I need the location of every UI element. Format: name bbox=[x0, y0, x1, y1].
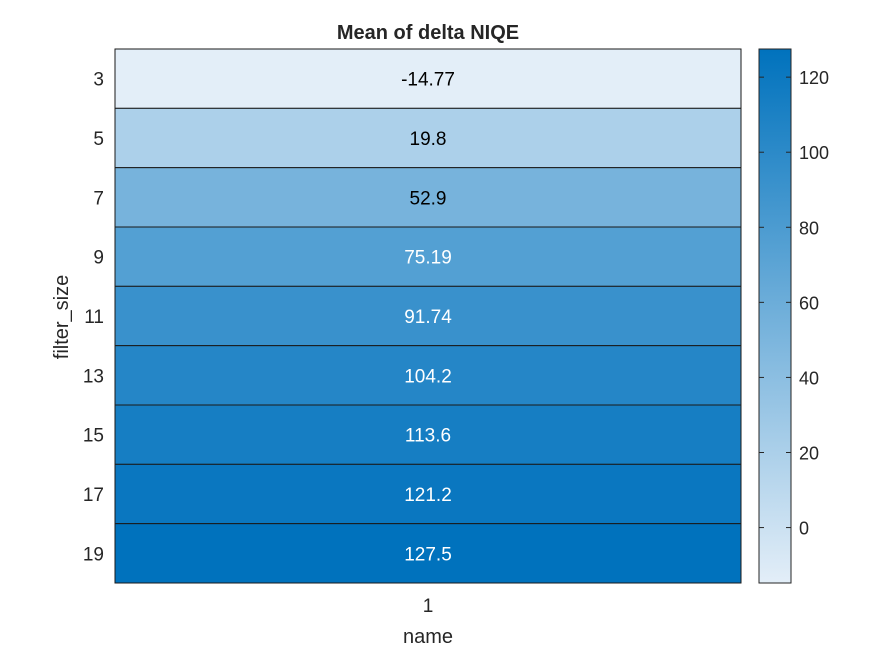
colorbar-tick-label: 60 bbox=[799, 293, 819, 313]
colorbar-tick-label: 40 bbox=[799, 368, 819, 388]
cell-value-label: -14.77 bbox=[401, 70, 455, 91]
heatmap-cells: -14.77 19.8 52.9 75.19 91.74 104.2 113.6 121.2 1… bbox=[114, 48, 742, 584]
cell-value-label: 91.74 bbox=[404, 307, 452, 328]
colorbar-gradient bbox=[758, 48, 792, 584]
y-tick-labels: 3 5 7 9 11 13 15 17 19 bbox=[83, 70, 104, 566]
heatmap-cell bbox=[114, 523, 742, 584]
x-axis-label: name bbox=[403, 626, 453, 648]
heatmap-cell bbox=[114, 48, 742, 109]
colorbar-tick-label: 0 bbox=[799, 519, 809, 539]
x-tick-label: 1 bbox=[423, 596, 434, 617]
heatmap-cell bbox=[114, 345, 742, 406]
x-tick-labels: 1 bbox=[423, 596, 434, 617]
y-tick-label: 15 bbox=[83, 426, 104, 447]
cell-value-label: 121.2 bbox=[404, 485, 452, 506]
heatmap-cell bbox=[114, 226, 742, 287]
heatmap-cell bbox=[114, 285, 742, 347]
colorbar-tick-label: 80 bbox=[799, 218, 819, 238]
cell-value-label: 75.19 bbox=[404, 248, 452, 269]
y-axis-label: filter_size bbox=[51, 275, 73, 359]
colorbar-tick-label: 100 bbox=[799, 143, 829, 163]
cell-value-label: 52.9 bbox=[410, 188, 447, 209]
y-tick-label: 17 bbox=[83, 485, 104, 506]
heatmap-cell bbox=[114, 167, 742, 228]
y-tick-label: 3 bbox=[93, 70, 104, 91]
colorbar-tick-label: 120 bbox=[799, 68, 829, 88]
y-tick-label: 5 bbox=[93, 129, 104, 150]
colorbar-tick-label: 20 bbox=[799, 443, 819, 463]
cell-value-label: 104.2 bbox=[404, 366, 452, 387]
heatmap-cell bbox=[114, 463, 742, 525]
cell-value-label: 113.6 bbox=[405, 426, 451, 447]
y-tick-label: 11 bbox=[84, 307, 104, 328]
heatmap-cell bbox=[114, 107, 742, 169]
y-tick-label: 13 bbox=[83, 366, 104, 387]
y-tick-label: 19 bbox=[83, 544, 104, 565]
colorbar: 0 20 40 60 80 100 120 bbox=[758, 48, 829, 584]
cell-value-label: 127.5 bbox=[404, 544, 452, 565]
y-tick-label: 7 bbox=[93, 188, 104, 209]
chart-title: Mean of delta NIQE bbox=[337, 22, 519, 44]
y-tick-label: 9 bbox=[93, 248, 104, 269]
cell-value-label: 19.8 bbox=[410, 129, 447, 150]
